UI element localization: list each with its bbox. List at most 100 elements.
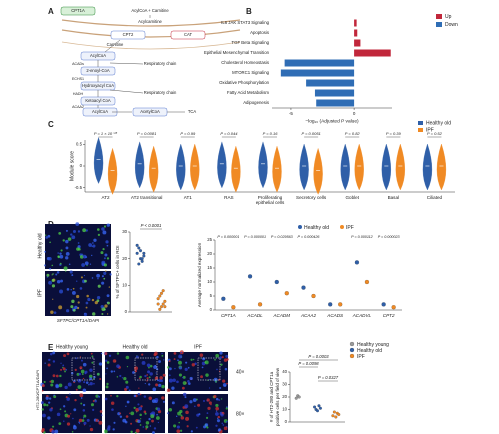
data-point xyxy=(317,404,321,408)
micrograph-detail xyxy=(84,370,88,374)
micrograph-detail xyxy=(216,419,221,423)
micrograph-detail xyxy=(101,313,104,316)
micrograph-detail xyxy=(224,367,228,371)
legend-swatch xyxy=(349,353,355,359)
micrograph-detail xyxy=(158,383,162,387)
micrograph-detail xyxy=(56,412,61,417)
micrograph-detail xyxy=(98,420,103,425)
micrograph-detail xyxy=(214,358,216,361)
micrograph-detail xyxy=(156,355,159,359)
y-tick-label: 25 xyxy=(207,237,212,242)
data-point xyxy=(158,294,162,298)
micrograph-detail xyxy=(148,366,150,369)
micrograph-detail xyxy=(137,392,141,396)
micrograph-detail xyxy=(96,295,101,300)
micrograph-detail xyxy=(218,428,222,432)
micrograph-detail xyxy=(59,408,62,411)
membrane xyxy=(61,41,241,50)
micrograph-detail xyxy=(72,229,77,234)
node-label: AcetylCoA xyxy=(140,109,160,114)
bar xyxy=(354,29,358,37)
violin xyxy=(436,143,447,191)
x-tick-label: Secretory cells xyxy=(296,195,327,200)
micrograph-detail xyxy=(108,354,112,357)
micrograph-detail xyxy=(84,261,89,266)
micrograph-detail xyxy=(195,426,198,429)
micrograph-detail xyxy=(171,386,175,390)
micrograph-detail xyxy=(86,264,88,267)
node-label: Acylcarnitine xyxy=(138,19,162,24)
micrograph-detail xyxy=(180,414,183,417)
micrograph-detail xyxy=(83,274,86,277)
x-tick-label-box: Basal xyxy=(388,195,400,200)
micrograph-detail xyxy=(79,254,84,259)
node-label: Respiratory chain xyxy=(144,90,177,95)
micrograph-detail xyxy=(105,373,107,375)
micrograph-detail xyxy=(221,356,224,359)
micrograph-detail xyxy=(65,270,67,272)
micrograph-detail xyxy=(178,360,182,365)
micrograph-detail xyxy=(126,400,130,404)
micrograph-detail xyxy=(97,233,101,237)
micrograph-detail xyxy=(225,407,228,410)
micrograph-detail xyxy=(63,405,66,408)
micrograph-detail xyxy=(148,383,151,386)
micrograph-detail xyxy=(70,413,72,415)
micrograph-detail xyxy=(65,229,68,232)
membrane xyxy=(61,19,241,27)
micrograph-detail xyxy=(184,396,187,399)
micrograph-detail xyxy=(71,235,76,240)
data-point xyxy=(231,305,236,310)
micrograph-detail xyxy=(96,228,100,231)
micrograph-detail xyxy=(144,382,146,385)
micrograph-detail xyxy=(103,429,108,434)
micrograph-detail xyxy=(208,387,211,389)
data-point xyxy=(354,260,360,265)
micrograph-detail xyxy=(180,351,182,354)
violin xyxy=(93,137,104,184)
micrograph-detail xyxy=(90,403,95,407)
micrograph-detail xyxy=(97,278,99,280)
micrograph-detail xyxy=(112,428,115,431)
p-value: P = 0.39 xyxy=(386,131,402,136)
micrograph-detail xyxy=(116,364,120,368)
micrograph-detail xyxy=(205,373,209,377)
micrograph-detail xyxy=(138,387,140,389)
data-point xyxy=(247,274,253,279)
micrograph-detail xyxy=(129,412,131,414)
micrograph-detail xyxy=(48,280,52,285)
micrograph-detail xyxy=(64,370,66,373)
micrograph-detail xyxy=(72,417,74,420)
enzyme-label: ACADs xyxy=(72,62,84,66)
micrograph-detail xyxy=(81,359,83,362)
micrograph-detail xyxy=(83,421,87,425)
enzyme-label: ACAA2 xyxy=(72,105,84,109)
data-point xyxy=(160,291,164,295)
node-label: Ketoacyl CoA xyxy=(85,98,111,103)
row-label: 80× xyxy=(236,411,245,417)
micrograph-detail xyxy=(81,419,85,422)
micrograph-detail xyxy=(206,412,209,414)
micrograph-detail xyxy=(92,244,96,248)
micrograph-detail xyxy=(99,377,102,380)
panel-label: A xyxy=(48,7,54,16)
micrograph-detail xyxy=(81,263,85,267)
micrograph-detail xyxy=(146,377,149,380)
micrograph-detail xyxy=(81,253,84,256)
micrograph-detail xyxy=(168,374,171,377)
micrograph-detail xyxy=(218,399,221,402)
micrograph-detail xyxy=(100,352,103,355)
category-label: Apoptosis xyxy=(250,30,269,35)
y-tick-label: 5 xyxy=(210,293,213,298)
p-value: P = 0.000023 xyxy=(378,235,401,239)
micrograph-detail xyxy=(104,359,108,363)
micrograph-detail xyxy=(137,419,141,424)
micrograph-detail xyxy=(210,403,212,406)
micrograph-detail xyxy=(125,380,129,384)
x-tick-label: CPT1A xyxy=(221,313,236,318)
micrograph-detail xyxy=(215,424,218,427)
micrograph-detail xyxy=(215,381,217,383)
micrograph-detail xyxy=(50,352,53,356)
micrograph-detail xyxy=(192,398,197,403)
micrograph-detail xyxy=(176,425,180,429)
